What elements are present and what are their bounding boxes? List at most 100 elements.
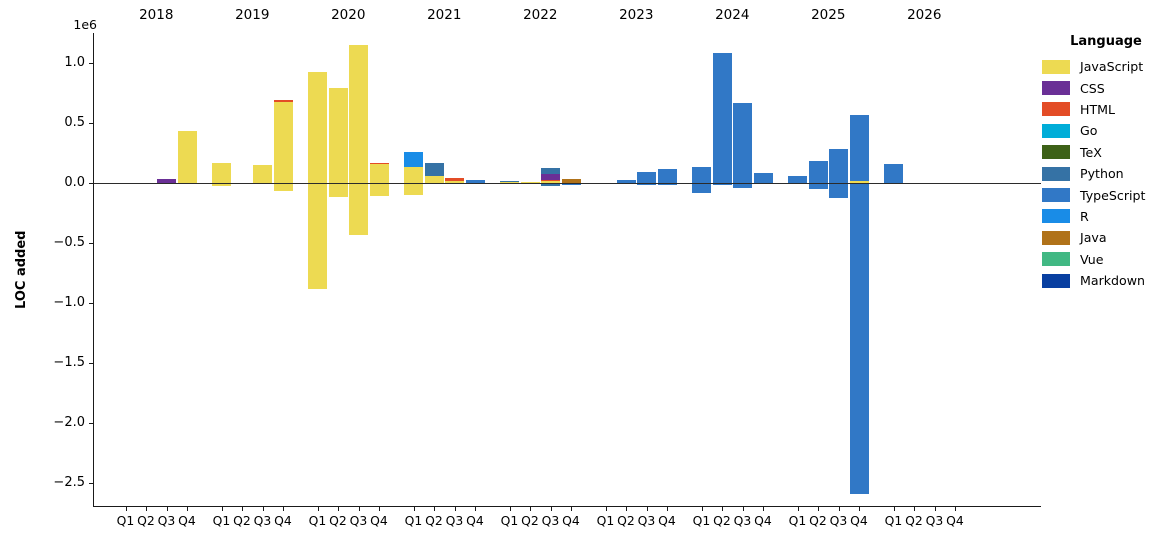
legend-swatch-icon [1042,188,1070,203]
y-tick-mark [89,303,93,305]
year-label: 2023 [619,7,654,23]
x-tick-mark [763,506,765,511]
bar-segment-r [404,152,423,168]
bar-segment-javascript [520,182,540,184]
x-tick-label: Q4 [658,513,676,528]
x-tick-label: Q2 [233,513,251,528]
bar-segment-javascript [308,72,327,183]
bar-segment-javascript-negative [212,184,231,187]
x-tick-mark [722,506,724,511]
legend-item-r: R [1042,206,1170,227]
x-tick-label: Q4 [178,513,196,528]
year-label: 2025 [811,7,846,23]
bar-segment-typescript [884,163,903,183]
legend-item-html: HTML [1042,99,1170,120]
x-tick-label: Q2 [137,513,155,528]
x-tick-mark [626,506,628,511]
x-tick-mark [358,506,360,511]
x-tick-mark [283,506,285,511]
legend-swatch-icon [1042,81,1070,96]
x-tick-label: Q1 [212,513,231,528]
bar-segment-typescript [808,161,828,183]
y-tick-mark [89,183,93,185]
x-tick-mark [338,506,340,511]
bar-segment-typescript [712,53,732,183]
bar-segment-css [541,174,560,180]
x-tick-label: Q1 [884,513,903,528]
y-tick-mark [89,363,93,365]
legend-item-go: Go [1042,120,1170,141]
x-tick-label: Q3 [445,513,464,528]
x-tick-mark [317,506,319,511]
y-tick-label: −2.0 [53,415,85,430]
bar-segment-typescript [788,176,807,183]
x-tick-label: Q3 [349,513,368,528]
x-tick-label: Q1 [308,513,327,528]
legend-swatch-icon [1042,102,1070,117]
year-label: 2022 [523,7,558,23]
x-tick-label: Q3 [925,513,944,528]
bar-segment-javascript-negative [273,184,293,191]
x-tick-label: Q4 [370,513,388,528]
legend-item-vue: Vue [1042,249,1170,270]
bar-segment-css [157,179,176,183]
x-tick-mark [221,506,223,511]
legend-swatch-icon [1042,59,1070,74]
y-tick-mark [89,63,93,65]
bar-segment-html [369,162,389,165]
bar-segment-typescript-negative [829,184,848,198]
bar-segment-typescript [829,149,848,183]
x-tick-mark [838,506,840,511]
y-tick-label: 0.5 [64,115,85,130]
x-tick-mark [797,506,799,511]
x-tick-label: Q2 [425,513,443,528]
y-tick-label: −1.0 [53,295,85,310]
x-tick-mark [146,506,148,511]
x-tick-mark [530,506,532,511]
legend-item-markdown: Markdown [1042,270,1170,291]
bar-segment-typescript-negative [561,184,581,185]
bar-segment-typescript-negative [808,184,828,189]
x-tick-label: Q1 [788,513,807,528]
legend-item-label: R [1080,208,1089,224]
x-tick-label: Q2 [521,513,539,528]
legend-item-python: Python [1042,163,1170,184]
x-tick-mark [934,506,936,511]
x-tick-label: Q4 [946,513,964,528]
legend-item-tex: TeX [1042,142,1170,163]
bar-segment-typescript [657,168,677,183]
bar-segment-typescript-negative [733,184,752,189]
bar-segment-javascript [328,88,348,183]
x-tick-mark [701,506,703,511]
x-tick-mark [166,506,168,511]
x-tick-mark [742,506,744,511]
bar-segment-javascript [500,182,519,184]
bar-segment-javascript [849,181,869,183]
x-tick-mark [914,506,916,511]
bar-segment-javascript [349,45,368,183]
legend-item-label: TeX [1080,144,1102,160]
legend-swatch-icon [1042,145,1070,160]
x-tick-label: Q4 [274,513,292,528]
x-tick-label: Q1 [692,513,711,528]
x-tick-label: Q4 [754,513,772,528]
y-tick-mark [89,423,93,425]
year-label: 2019 [235,7,270,23]
legend-swatch-icon [1042,166,1070,181]
zero-line [94,183,1041,184]
y-axis-offset-label: 1e6 [73,17,97,32]
legend-item-label: Python [1080,166,1124,182]
legend-item-label: JavaScript [1080,59,1144,75]
x-tick-mark [187,506,189,511]
legend-swatch-icon [1042,252,1070,267]
bar-segment-javascript [424,176,444,183]
bar-segment-typescript-negative [692,184,711,193]
year-label: 2026 [907,7,942,23]
bar-segment-javascript-negative [369,184,389,196]
x-tick-label: Q1 [404,513,423,528]
legend-swatch-icon [1042,123,1070,138]
bar-segment-python [541,168,560,175]
legend-items: JavaScript CSS HTML Go TeX Python TypeScript R J… [1042,56,1170,291]
